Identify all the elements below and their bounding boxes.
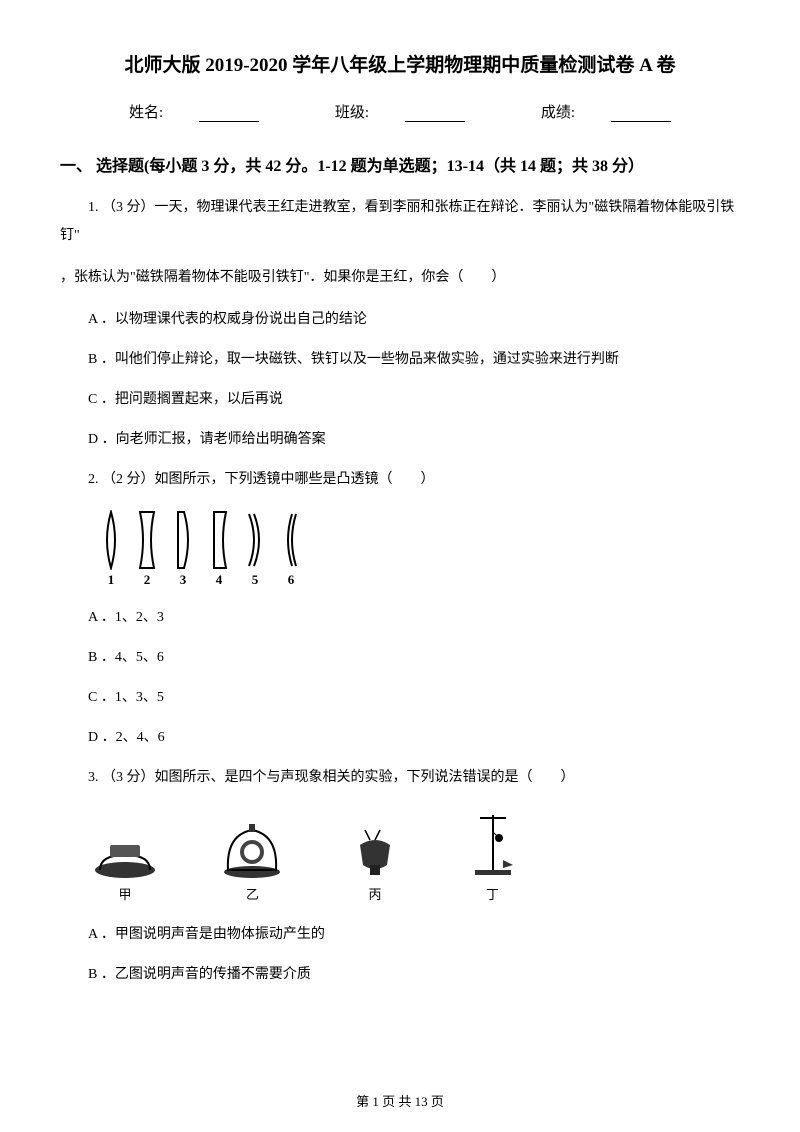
exam-title: 北师大版 2019-2020 学年八年级上学期物理期中质量检测试卷 A 卷 (60, 50, 740, 77)
lens-5: 5 (244, 510, 266, 588)
q2-text: 2. （2 分）如图所示，下列透镜中哪些是凸透镜（ ） (60, 466, 740, 494)
section-header: 一、 选择题(每小题 3 分，共 42 分。1-12 题为单选题；13-14（共… (60, 152, 740, 176)
lens-shape-icon (244, 510, 266, 570)
class-label: 班级: (335, 105, 369, 121)
q2-opt-d: D ．2、4、6 (60, 724, 740, 752)
q1-opt-a: A ．以物理课代表的权威身份说出自己的结论 (60, 306, 740, 334)
lens-label-2: 2 (144, 572, 151, 588)
q2-opt-b: B ．4、5、6 (60, 644, 740, 672)
lens-2: 2 (136, 510, 158, 588)
q1-opt-b: B ．叫他们停止辩论，取一块磁铁、铁钉以及一些物品来做实验，通过实验来进行判断 (60, 346, 740, 374)
score-label: 成绩: (541, 105, 575, 121)
exp-label-ding: 丁 (486, 884, 499, 903)
q3-figure: 甲 乙 丙 丁 (90, 810, 740, 903)
lens-label-6: 6 (288, 572, 295, 588)
lens-label-1: 1 (108, 572, 115, 588)
name-field: 姓名: (111, 105, 281, 121)
exp-bing: 丙 (345, 825, 405, 903)
lens-shape-icon (172, 510, 194, 570)
q2-opt-a: A ．1、2、3 (60, 604, 740, 632)
exp-label-yi: 乙 (246, 884, 259, 903)
lens-shape-icon (280, 510, 302, 570)
lens-shape-icon (100, 510, 122, 570)
experiment-icon (465, 810, 520, 880)
lens-label-4: 4 (216, 572, 223, 588)
lens-1: 1 (100, 510, 122, 588)
exp-label-jia: 甲 (118, 884, 131, 903)
lens-label-3: 3 (180, 572, 187, 588)
q1-opt-d: D ．向老师汇报，请老师给出明确答案 (60, 426, 740, 454)
q2-opt-c: C ．1、3、5 (60, 684, 740, 712)
class-field: 班级: (317, 105, 487, 121)
q3-opt-b: B ．乙图说明声音的传播不需要介质 (60, 961, 740, 989)
score-field: 成绩: (523, 105, 689, 121)
info-line: 姓名: 班级: 成绩: (60, 101, 740, 122)
lens-6: 6 (280, 510, 302, 588)
name-label: 姓名: (129, 105, 163, 121)
q1-line1: 1. （3 分）一天，物理课代表王红走进教室，看到李丽和张栋正在辩论．李丽认为"… (60, 194, 740, 250)
q3-text: 3. （3 分）如图所示、是四个与声现象相关的实验，下列说法错误的是（ ） (60, 764, 740, 792)
class-blank (405, 108, 465, 122)
q1-opt-c: C ．把问题搁置起来，以后再说 (60, 386, 740, 414)
exp-yi: 乙 (220, 820, 285, 903)
experiment-icon (345, 825, 405, 880)
q3-opt-a: A ．甲图说明声音是由物体振动产生的 (60, 921, 740, 949)
exp-label-bing: 丙 (368, 884, 381, 903)
lens-label-5: 5 (252, 572, 259, 588)
score-blank (611, 108, 671, 122)
lens-shape-icon (208, 510, 230, 570)
q1-line2: ，张栋认为"磁铁隔着物体不能吸引铁钉"．如果你是王红，你会（ ） (60, 264, 740, 292)
page-footer: 第 1 页 共 13 页 (0, 1091, 800, 1110)
exp-ding: 丁 (465, 810, 520, 903)
exp-jia: 甲 (90, 830, 160, 903)
name-blank (199, 108, 259, 122)
lens-3: 3 (172, 510, 194, 588)
lens-4: 4 (208, 510, 230, 588)
q2-figure: 1 2 3 4 5 6 (100, 510, 740, 588)
experiment-icon (220, 820, 285, 880)
lens-shape-icon (136, 510, 158, 570)
experiment-icon (90, 830, 160, 880)
